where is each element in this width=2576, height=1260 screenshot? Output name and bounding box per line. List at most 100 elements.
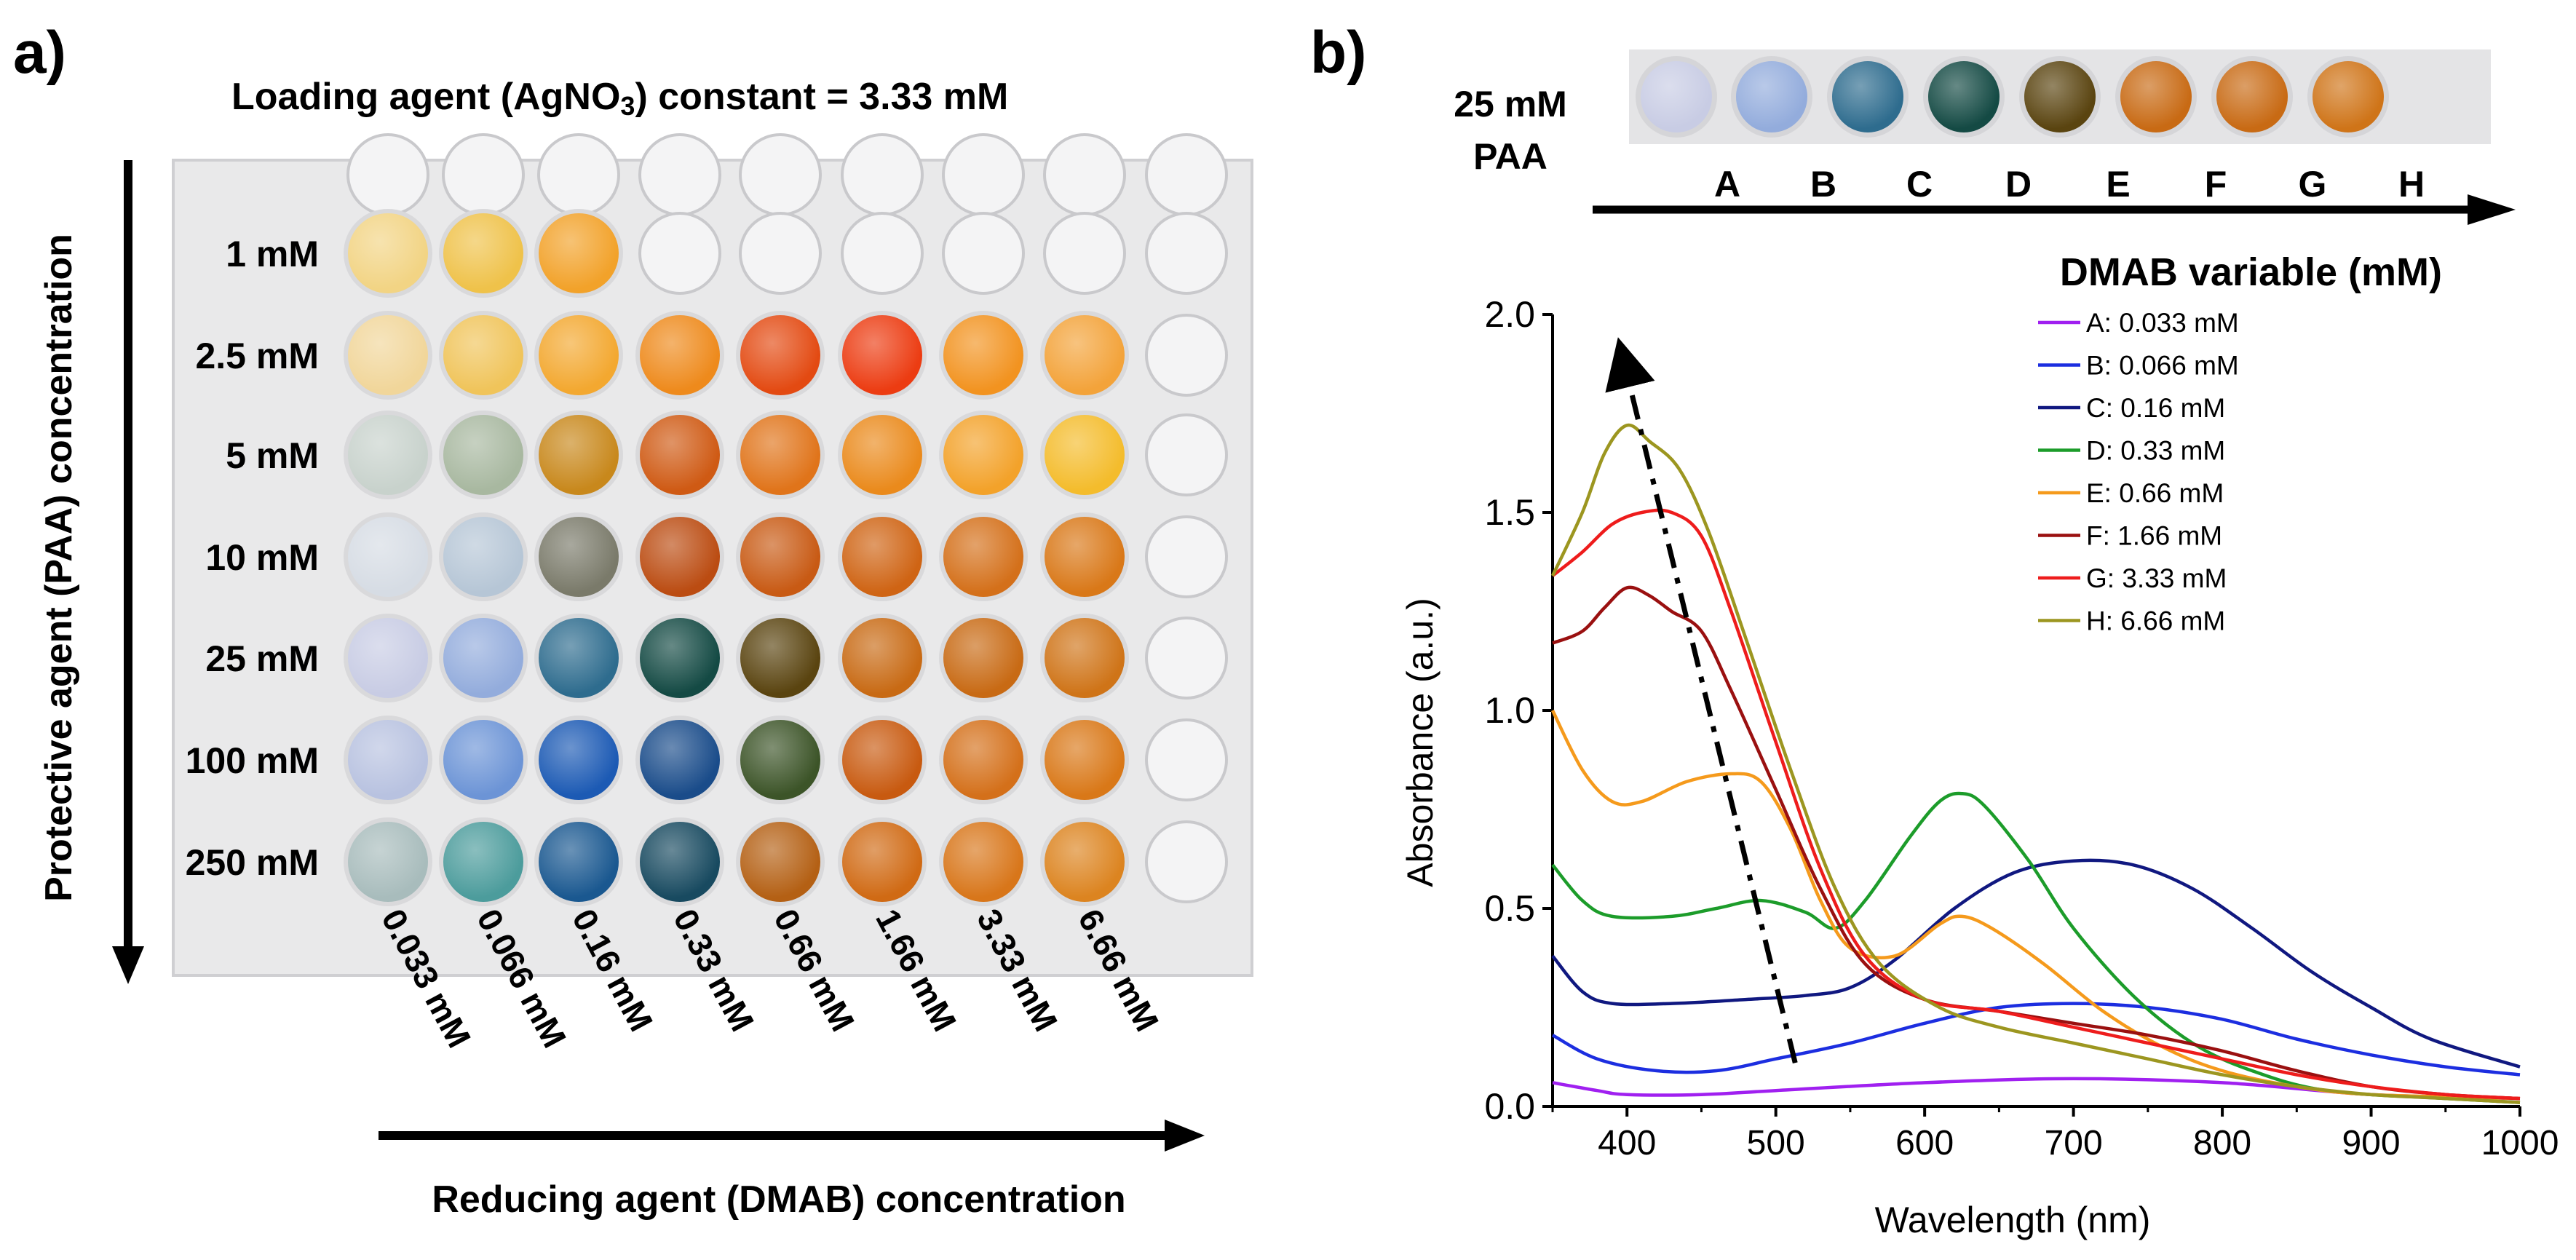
- empty-wells: [346, 133, 1228, 903]
- well-shine: [539, 315, 619, 395]
- well-shine: [640, 618, 720, 698]
- well-shine: [740, 517, 820, 597]
- row-label: 1 mM: [226, 234, 319, 274]
- well-shine: [539, 720, 619, 800]
- legend-label: D: 0.33 mM: [2086, 436, 2225, 466]
- panel-a-title: Loading agent (AgNO3) constant = 3.33 mM: [231, 76, 1008, 121]
- legend-label: F: 1.66 mM: [2086, 521, 2222, 551]
- well-shine: [740, 618, 820, 698]
- well-shine: [842, 618, 922, 698]
- empty-well: [1043, 133, 1126, 216]
- well-shine: [1045, 720, 1125, 800]
- x-tick-label: 700: [2045, 1124, 2103, 1162]
- absorbance-chart: 400 500 600 700 800 900 1000 0.0 0.5 1.0 1.5 2.0 A:…: [1400, 294, 2559, 1240]
- well-shine: [640, 822, 720, 902]
- well-shine: [348, 517, 428, 597]
- strip-well-shine: [2024, 61, 2096, 132]
- empty-well: [942, 212, 1025, 295]
- trend-arrow-line: [1605, 337, 1798, 1063]
- chart-legend: A: 0.033 mM B: 0.066 mM C: 0.16 mM D: 0.33 …: [2038, 308, 2239, 636]
- empty-well: [442, 133, 525, 216]
- strip-well-shine: [2313, 61, 2384, 132]
- legend-label: A: 0.033 mM: [2086, 308, 2239, 338]
- empty-well: [1145, 212, 1228, 295]
- well-shine: [740, 822, 820, 902]
- panel-b: b) 25 mM PAA A B C D E F G H DMAB variable (mM)…: [1310, 20, 2559, 1240]
- row-label: 2.5 mM: [195, 336, 319, 376]
- chart-axes: 400 500 600 700 800 900 1000 0.0 0.5 1.0 1.5 2.0: [1484, 294, 2559, 1162]
- well-shine: [1045, 415, 1125, 495]
- x-axis-label: Wavelength (nm): [1875, 1200, 2151, 1240]
- well-shine: [443, 720, 523, 800]
- x-tick-label: 400: [1598, 1124, 1656, 1162]
- well-shine: [640, 415, 720, 495]
- well-shine: [740, 720, 820, 800]
- strip-label-line1: 25 mM: [1454, 84, 1567, 124]
- legend-label: G: 3.33 mM: [2086, 563, 2227, 593]
- well-shine: [943, 517, 1023, 597]
- x-tick-label: 800: [2193, 1124, 2251, 1162]
- strip-letter: G: [2299, 164, 2327, 205]
- series-line: [1551, 508, 2521, 1101]
- well-shine: [348, 415, 428, 495]
- strip-well-shine: [1736, 61, 1807, 132]
- well-shine: [348, 213, 428, 293]
- strip-well-shine: [1832, 61, 1903, 132]
- empty-well: [1145, 617, 1228, 700]
- strip-arrow-head: [2468, 194, 2516, 225]
- x-tick-label: 600: [1895, 1124, 1954, 1162]
- row-label: 100 mM: [186, 740, 319, 781]
- well-shine: [443, 315, 523, 395]
- empty-well: [638, 212, 721, 295]
- well-shine: [348, 618, 428, 698]
- trend-arrow: [1605, 337, 1798, 1063]
- well-shine: [740, 415, 820, 495]
- well-shine: [443, 213, 523, 293]
- empty-well: [841, 133, 924, 216]
- y-tick-label: 1.0: [1484, 690, 1535, 731]
- strip-letter: D: [2005, 164, 2032, 205]
- well-shine: [348, 720, 428, 800]
- title-tail: ) constant = 3.33 mM: [635, 76, 1008, 118]
- empty-well: [739, 212, 822, 295]
- dmab-axis-label: Reducing agent (DMAB) concentration: [432, 1178, 1125, 1221]
- well-shine: [943, 720, 1023, 800]
- x-tick-label: 900: [2342, 1124, 2400, 1162]
- empty-well: [1145, 413, 1228, 496]
- legend-label: E: 0.66 mM: [2086, 478, 2224, 508]
- series-line: [1551, 858, 2521, 1069]
- strip-well-shine: [1928, 61, 2000, 132]
- empty-well: [739, 133, 822, 216]
- well-shine: [943, 822, 1023, 902]
- chart-series: [1550, 423, 2521, 1104]
- series-line: [1551, 791, 2521, 1104]
- strip-wells: [1636, 56, 2389, 138]
- strip-well-shine: [1641, 61, 1712, 132]
- strip-letter: B: [1810, 164, 1836, 205]
- well-shine: [443, 517, 523, 597]
- empty-well: [537, 133, 620, 216]
- paa-arrow-head: [112, 946, 144, 984]
- strip-letter: C: [1906, 164, 1933, 205]
- title-main: Loading agent (AgNO: [231, 76, 620, 118]
- empty-well: [1145, 718, 1228, 801]
- title-subscript: 3: [620, 91, 635, 121]
- series-line: [1552, 585, 2521, 1101]
- legend-label: H: 6.66 mM: [2086, 606, 2225, 636]
- well-shine: [348, 822, 428, 902]
- well-shine: [740, 315, 820, 395]
- empty-well: [1043, 212, 1126, 295]
- panel-b-label: b): [1310, 20, 1366, 86]
- well-shine: [1045, 517, 1125, 597]
- well-shine: [842, 415, 922, 495]
- strip-well-shine: [2120, 61, 2192, 132]
- series-line: [1551, 1002, 2521, 1077]
- well-shine: [943, 315, 1023, 395]
- y-axis-label: Absorbance (a.u.): [1400, 598, 1440, 887]
- dmab-arrow-head: [1165, 1120, 1205, 1152]
- y-tick-label: 2.0: [1484, 294, 1535, 335]
- series-line: [1550, 709, 2521, 1101]
- well-shine: [443, 618, 523, 698]
- well-shine: [640, 720, 720, 800]
